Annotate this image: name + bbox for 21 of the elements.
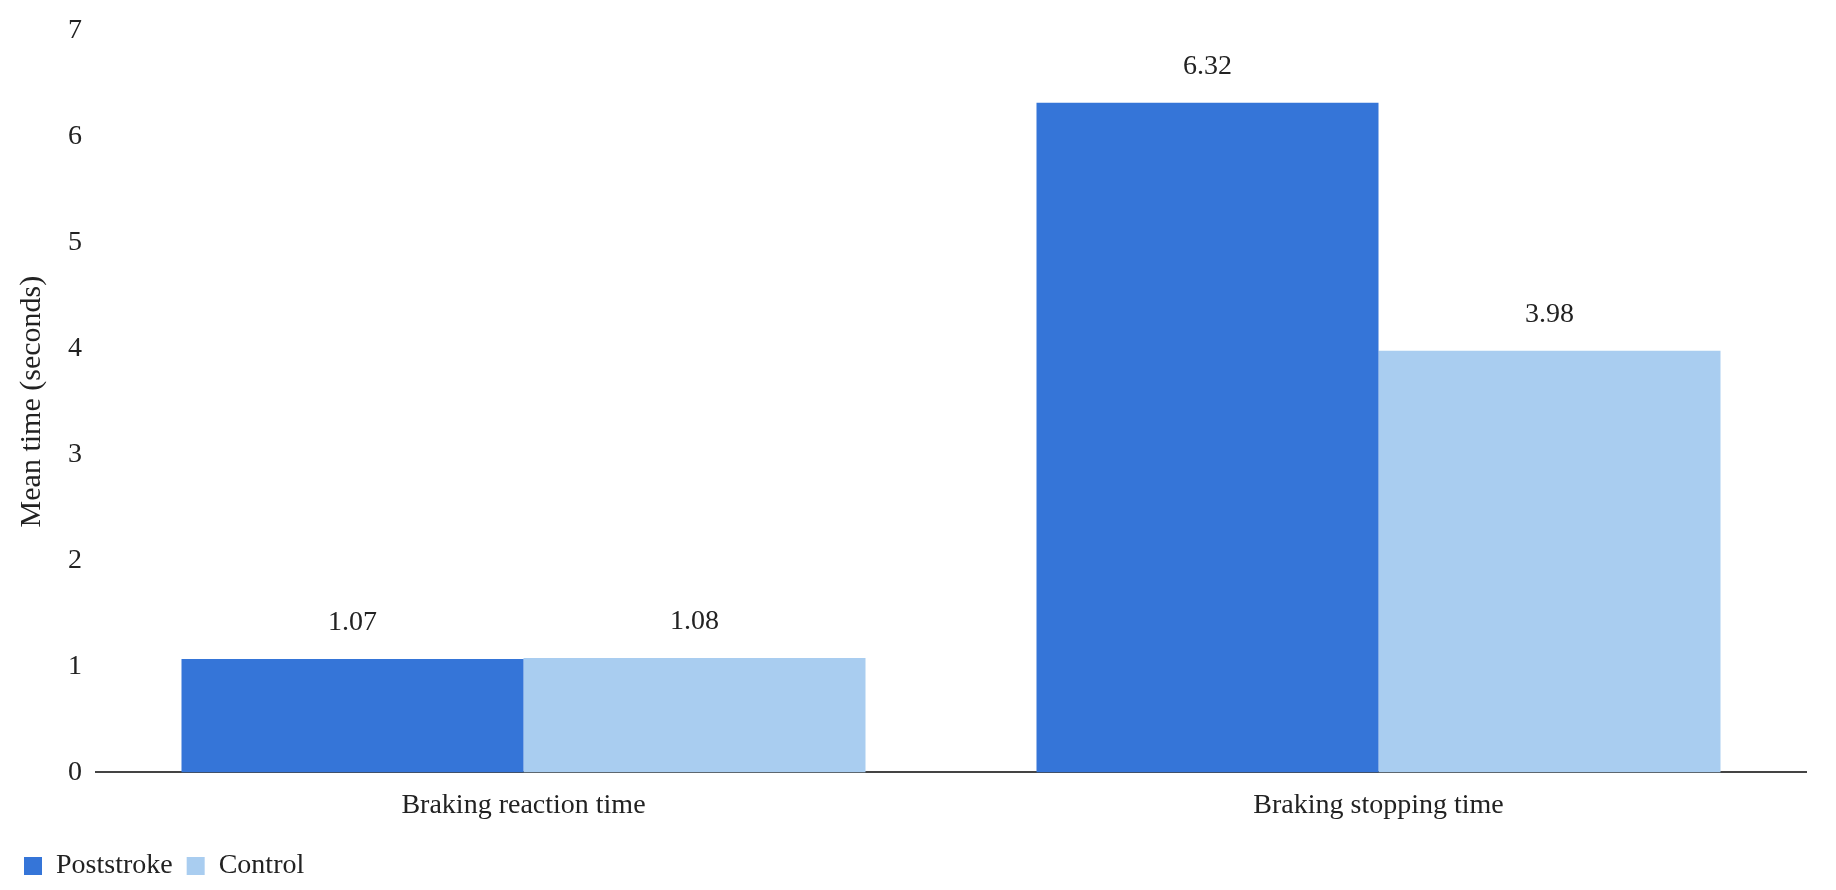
data-label: 1.08 [670,604,719,636]
y-tick-label: 6 [68,119,82,151]
bar [1378,350,1721,773]
bar [181,659,524,773]
x-tick-label: Braking reaction time [401,787,646,819]
y-tick-label: 7 [68,13,82,45]
legend-label: Poststroke [56,848,173,880]
data-label: 1.07 [328,605,377,637]
y-tick-label: 1 [68,648,82,680]
bar [523,657,866,773]
y-tick-label: 5 [68,225,82,257]
y-tick-label: 0 [68,754,82,786]
x-tick-label: Braking stopping time [1253,787,1504,819]
y-tick-label: 4 [68,330,82,362]
bar [1036,102,1379,773]
data-label: 3.98 [1525,297,1574,329]
legend-label: Control [218,848,305,880]
y-tick-label: 2 [68,542,82,574]
y-axis-title: Mean time (seconds) [12,275,47,528]
data-label: 6.32 [1183,49,1232,81]
y-tick-label: 3 [68,436,82,468]
